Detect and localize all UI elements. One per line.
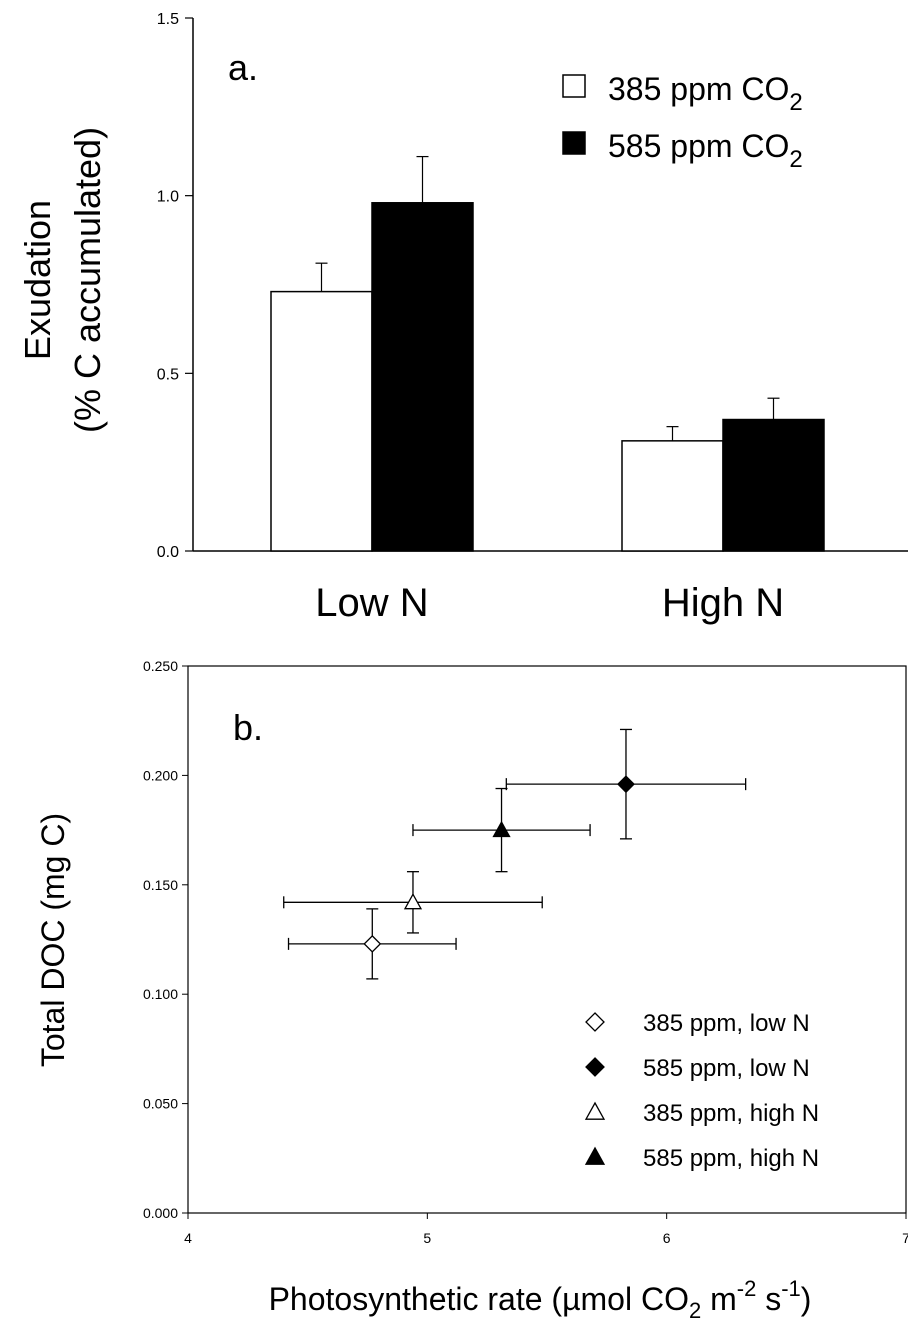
panel-a-category-label: Low N [315,581,428,625]
panel-b-point-marker [617,775,635,794]
panel-b-legend-marker [584,1146,606,1165]
panel-b-point-marker [403,892,423,910]
panel-a-bar [371,202,474,552]
panel-a-bar [270,290,373,552]
panel-a-ytick-label: 0.5 [157,366,179,383]
panel-b-ytick-label: 0.200 [143,767,178,783]
panel-b-legend: 385 ppm, low N 585 ppm, low N 385 ppm, hig… [584,1010,819,1172]
panel-a-label: a. [228,47,258,88]
panel-b-xtick-label: 6 [663,1230,671,1246]
panel-b-xtick-label: 7 [902,1230,908,1246]
panel-b-ylabel-text: Total DOC (mg C) [35,813,71,1067]
panel-b-point-marker [492,820,511,838]
panel-b-legend-marker [585,1012,605,1032]
panel-b-plot-area: 0.000 0.050 0.100 0.150 0.200 0.250 4 5 6 7 [143,658,908,1246]
panel-b-point-marker [363,934,382,953]
panel-b-ytick-label: 0.150 [143,877,178,893]
panel-a-ytick-label: 1.0 [157,189,179,206]
panel-b: b. Total DOC (mg C) Photosynthetic rate … [35,658,908,1323]
legend-label-385: 385 ppm CO2 [608,71,803,116]
panel-b-legend-label: 585 ppm, low N [643,1055,810,1082]
panel-a-legend: 385 ppm CO2 585 ppm CO2 [562,71,803,173]
panel-a-ytick-label: 1.5 [157,11,179,28]
panel-b-frame [187,665,907,1214]
panel-a-category-label: High N [662,581,784,625]
legend-label-585: 585 ppm CO2 [608,128,803,173]
legend-swatch-385 [562,74,586,98]
panel-a-ylabel: Exudation (% C accumulated) [17,127,108,433]
panel-a-plot-area: 0.0 0.5 1.0 1.5 Low N High N [157,11,908,625]
panel-a-ylabel-line2: (% C accumulated) [67,127,108,433]
panel-b-label: b. [233,707,263,748]
panel-b-legend-marker [585,1057,605,1077]
panel-a-bar [722,418,825,552]
panel-b-legend-label: 385 ppm, high N [643,1100,819,1127]
panel-b-ytick-label: 0.100 [143,986,178,1002]
panel-b-xtick-label: 4 [184,1230,192,1246]
panel-a: a. Exudation (% C accumulated) 0.0 0.5 1.0… [17,11,908,625]
legend-swatch-585 [562,131,586,155]
panel-a-ytick-label: 0.0 [157,544,179,561]
panel-a-bar [621,440,724,552]
panel-b-ylabel: Total DOC (mg C) [35,813,71,1067]
panel-b-legend-label: 385 ppm, low N [643,1010,810,1037]
panel-b-ytick-label: 0.250 [143,658,178,674]
panel-a-ylabel-line1: Exudation [17,200,58,360]
panel-b-ytick-label: 0.000 [143,1205,178,1221]
panel-b-xlabel: Photosynthetic rate (µmol CO2 m-2 s-1) [269,1276,812,1323]
panel-b-legend-label: 585 ppm, high N [643,1145,819,1172]
panel-b-legend-marker [584,1101,606,1120]
panel-b-ytick-label: 0.050 [143,1096,178,1112]
panel-b-xtick-label: 5 [423,1230,431,1246]
